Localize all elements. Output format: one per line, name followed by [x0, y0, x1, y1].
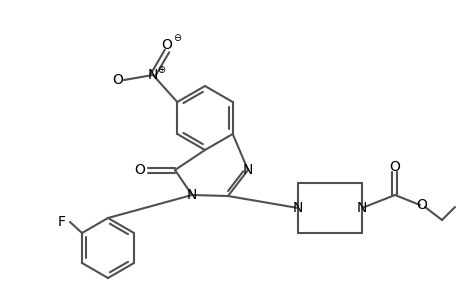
Text: O: O [389, 160, 400, 174]
Text: O: O [161, 38, 172, 52]
Text: N: N [292, 201, 302, 215]
Text: N: N [147, 68, 158, 82]
Text: N: N [356, 201, 366, 215]
Text: ⊕: ⊕ [157, 65, 165, 75]
Text: O: O [416, 198, 426, 212]
Text: O: O [112, 73, 123, 87]
Text: O: O [134, 163, 145, 177]
Text: N: N [186, 188, 197, 202]
Text: F: F [58, 215, 66, 229]
Text: ⊖: ⊖ [173, 33, 181, 43]
Text: N: N [242, 163, 252, 177]
